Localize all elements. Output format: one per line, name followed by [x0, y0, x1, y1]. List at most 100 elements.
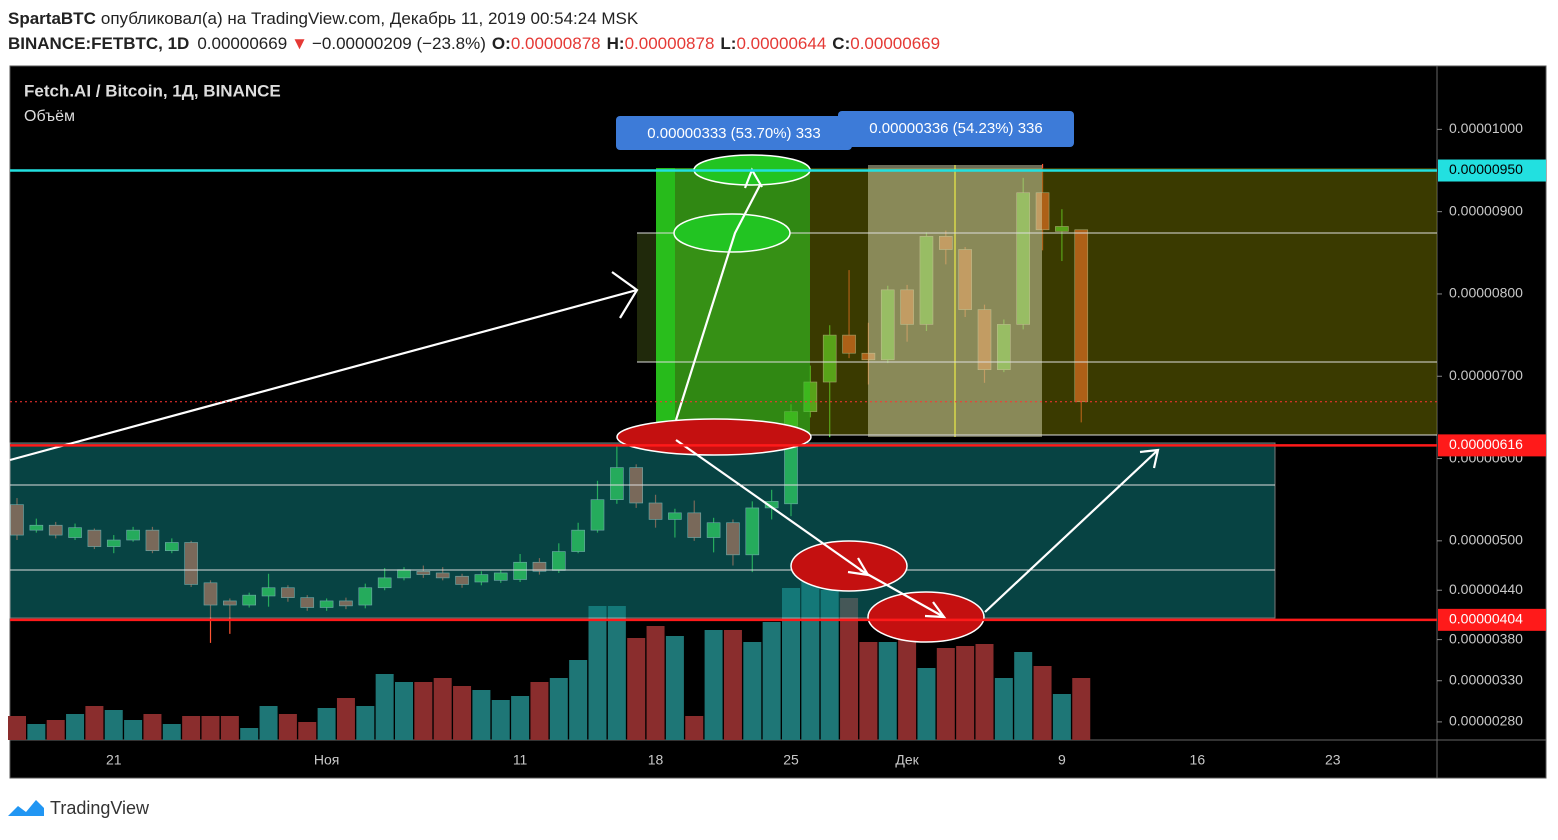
annotation-box: [616, 116, 852, 150]
ohlc-value: 0.00000878: [511, 34, 601, 53]
volume-bar: [143, 714, 162, 740]
volume-bar: [975, 644, 994, 740]
range-box: [9, 442, 1276, 619]
symbol: BINANCE:FETBTC, 1D: [8, 34, 189, 53]
volume-bar: [278, 714, 297, 740]
logo: TradingView: [8, 798, 150, 818]
volume-bar: [936, 648, 955, 740]
change: −0.00000209 (−23.8%): [312, 34, 486, 53]
header-line-2: BINANCE:FETBTC, 1D 0.00000669 ▼ −0.00000209…: [8, 34, 940, 53]
volume-bar: [549, 678, 568, 740]
annotation-box: [838, 111, 1074, 147]
published: опубликовал(а) на TradingView.com, Декаб…: [101, 9, 639, 28]
ohlc-value: 0.00000644: [736, 34, 826, 53]
volume-bar: [375, 674, 394, 740]
volume-bar: [27, 724, 46, 740]
volume-bar: [878, 642, 897, 740]
x-tick-label: 21: [106, 752, 122, 768]
y-tick-label: 0.00000800: [1449, 285, 1523, 301]
axis-layer: 0.00001000 0.00000900 0.00000800 0.00000700…: [10, 120, 1546, 768]
volume-bar: [395, 682, 413, 740]
price-label: 0.00000404: [1449, 611, 1523, 627]
y-tick-label: 0.00000380: [1449, 630, 1523, 646]
volume-bar: [356, 706, 375, 740]
volume-bar: [1033, 666, 1052, 740]
volume-bar: [433, 678, 452, 740]
volume-bar: [607, 606, 626, 740]
arrow: [9, 271, 639, 462]
author: SpartaBTC: [8, 9, 96, 28]
arrows: [9, 167, 1160, 619]
brand: TradingView: [50, 798, 150, 818]
volume-bar: [472, 690, 491, 740]
y-tick-label: 0.00000440: [1449, 581, 1523, 597]
logo-icon: [8, 800, 44, 816]
arrow: ▼: [291, 34, 308, 53]
annotation: 0.00000333 (53.70%) 333: [647, 125, 820, 142]
volume-bar: [336, 698, 355, 740]
price-label-box: [1438, 434, 1546, 457]
volume-bar: [453, 686, 472, 740]
x-tick-label: 18: [648, 752, 664, 768]
volume-bar: [704, 630, 723, 740]
volume-bar: [1014, 652, 1033, 740]
y-tick-label: 0.00000330: [1449, 671, 1523, 687]
ohlc-label: H:: [607, 34, 625, 53]
price-label-box: [1438, 608, 1546, 631]
volume-bar: [782, 588, 800, 740]
volume-bar: [530, 682, 549, 740]
ohlc-value: 0.00000669: [850, 34, 940, 53]
volume-bar: [511, 696, 530, 740]
volume-bar: [994, 678, 1013, 740]
ellipse: [616, 418, 812, 456]
volume-label: Объём: [24, 108, 75, 125]
volume-bar: [220, 716, 239, 740]
volume-bar: [259, 706, 278, 740]
measure-box: [656, 168, 810, 440]
volume-bar: [685, 716, 704, 740]
volume-bar: [820, 590, 839, 740]
volume-bar: [859, 642, 878, 740]
volume-bar: [46, 720, 65, 740]
x-tick-label: 11: [513, 752, 528, 768]
volume-bar: [723, 630, 742, 740]
volume-bar: [665, 636, 684, 740]
volume-bar: [588, 606, 607, 740]
ohlc-label: L:: [720, 34, 736, 53]
ohlc-label: C:: [832, 34, 850, 53]
arrow: [859, 569, 947, 619]
y-tick-label: 0.00001000: [1449, 120, 1523, 136]
ohlc-value: 0.00000878: [625, 34, 715, 53]
volume-bar: [104, 710, 123, 740]
ellipse: [790, 540, 908, 592]
price-label: 0.00000950: [1449, 161, 1523, 177]
volume-bar: [569, 660, 588, 740]
volume-bar: [85, 706, 104, 740]
header-line-1: SpartaBTC опубликовал(а) на TradingView.c…: [8, 9, 639, 28]
volume-bar: [162, 724, 181, 740]
ohlc-label: O:: [492, 34, 511, 53]
price-label-box: [1438, 159, 1546, 182]
volume-bar: [240, 728, 259, 740]
volume-bar: [298, 722, 317, 740]
volume-bar: [414, 682, 433, 740]
volume-bar: [840, 598, 859, 740]
volume-bar: [491, 700, 510, 740]
chart-title: Fetch.AI / Bitcoin, 1Д, BINANCE: [24, 81, 281, 100]
volume-bar: [182, 716, 201, 740]
measure-box: [656, 168, 675, 440]
last-price: 0.00000669: [197, 34, 287, 53]
volume-bar: [956, 646, 975, 740]
volume-bar: [8, 716, 26, 740]
x-tick-label: Дек: [895, 752, 919, 768]
volume-bar: [898, 640, 917, 740]
x-tick-label: Ноя: [314, 752, 339, 768]
price-label: 0.00000616: [1449, 436, 1523, 452]
volume-bar: [743, 642, 762, 740]
x-tick-label: 23: [1325, 752, 1341, 768]
ellipse: [673, 213, 791, 253]
volume-bar: [124, 720, 143, 740]
volume-bar: [201, 716, 220, 740]
